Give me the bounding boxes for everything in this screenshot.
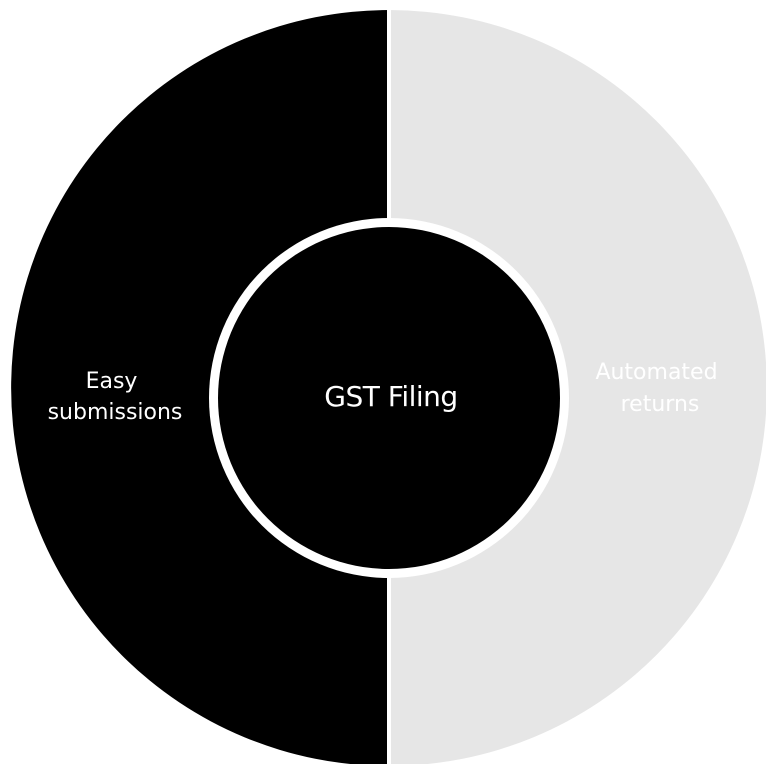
segment-label-line: Automated [595, 360, 717, 385]
segment-label-easy-submissions: Easy submissions [48, 369, 183, 425]
segment-label-automated-returns: Automated returns [595, 360, 724, 417]
segment-label-line: Easy [86, 369, 138, 394]
center-label: GST Filing [324, 380, 457, 413]
segment-label-line: submissions [48, 400, 183, 425]
segment-automated-returns [389, 10, 766, 764]
center-circle [218, 227, 560, 569]
segment-label-line: returns [621, 392, 700, 417]
segment-easy-submissions [11, 10, 389, 764]
